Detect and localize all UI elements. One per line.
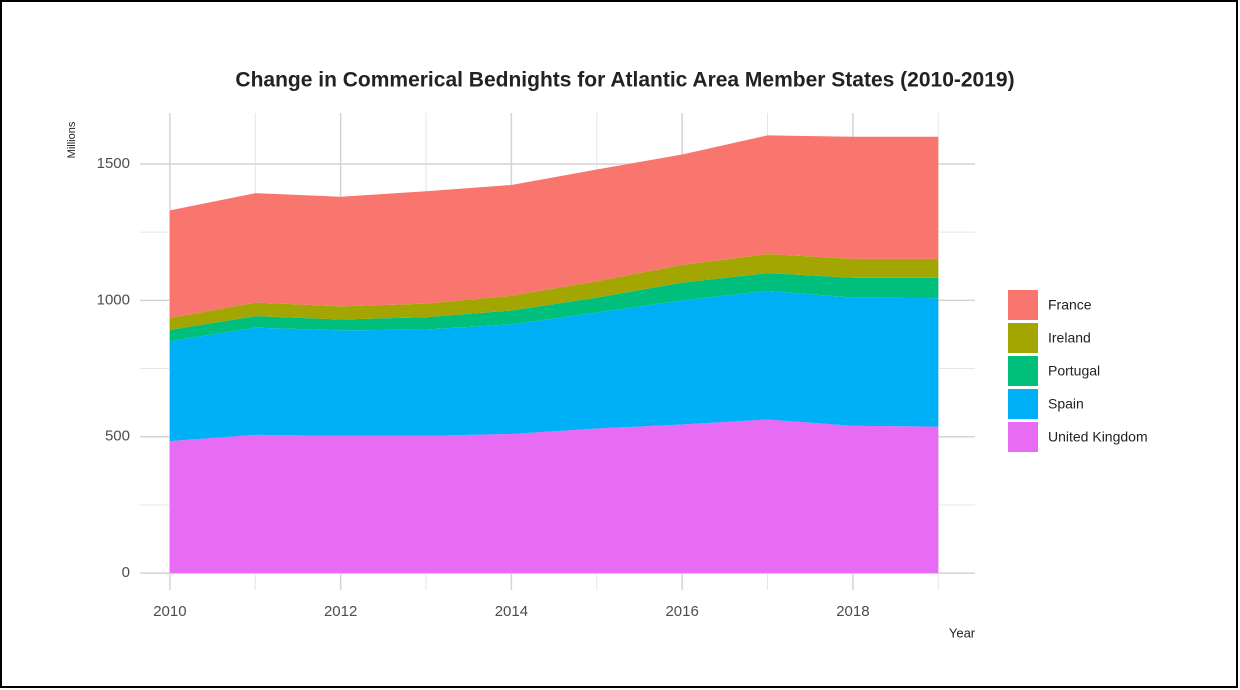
area	[169, 419, 939, 574]
legend-label: Spain	[1048, 396, 1084, 412]
x-axis-label: Year	[949, 625, 976, 640]
chart-title: Change in Commerical Bednights for Atlan…	[235, 69, 1014, 92]
area	[169, 135, 939, 319]
legend-key	[1008, 290, 1038, 320]
legend-key	[1008, 422, 1038, 452]
x-tick-label: 2018	[836, 603, 869, 620]
y-axis-label: Millions	[66, 121, 78, 158]
y-tick-label: 1000	[97, 291, 130, 308]
area	[169, 254, 939, 330]
x-tick-label: 2010	[153, 603, 186, 620]
legend-label: Ireland	[1048, 330, 1091, 346]
y-tick-label: 500	[105, 428, 130, 445]
legend-label: Portugal	[1048, 363, 1100, 379]
y-tick-label: 0	[122, 564, 130, 581]
legend-key	[1008, 389, 1038, 419]
area	[169, 273, 939, 342]
y-tick-label: 1500	[97, 155, 130, 172]
area	[169, 290, 939, 442]
x-tick-label: 2012	[324, 603, 357, 620]
legend-label: France	[1048, 297, 1092, 313]
legend-label: United Kingdom	[1048, 429, 1148, 445]
legend-key	[1008, 356, 1038, 386]
legend-key	[1008, 323, 1038, 353]
x-tick-label: 2016	[665, 603, 698, 620]
x-tick-label: 2014	[495, 603, 528, 620]
